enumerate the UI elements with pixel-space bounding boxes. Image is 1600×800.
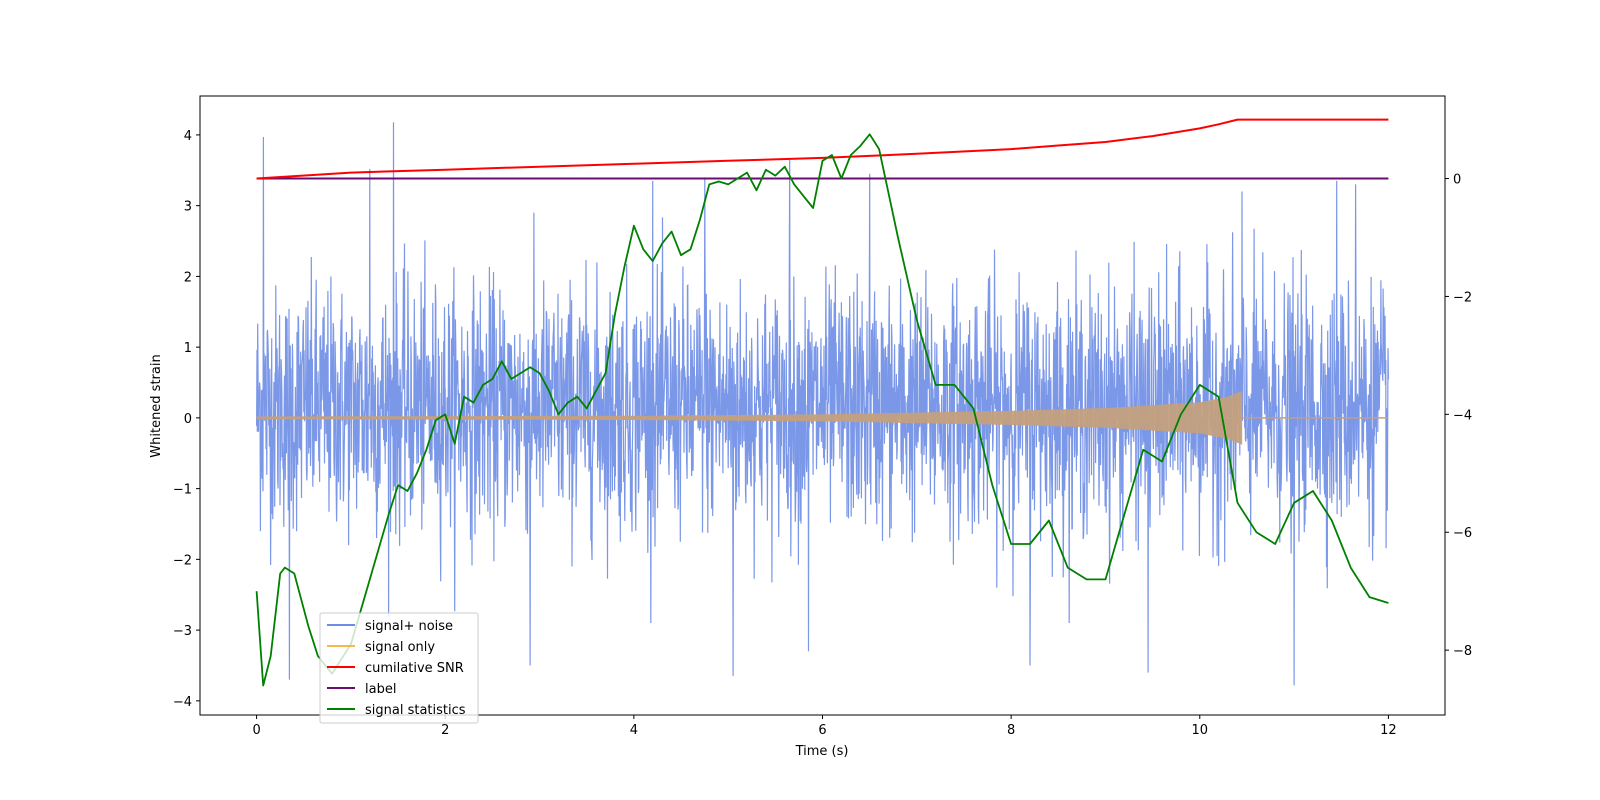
- y-tick-label: 2: [184, 270, 192, 285]
- x-tick-label: 2: [441, 723, 449, 738]
- x-axis-label: Time (s): [795, 744, 849, 759]
- y2-tick-label: −8: [1453, 644, 1472, 659]
- x-tick-label: 4: [630, 723, 638, 738]
- y-tick-label: 4: [184, 129, 192, 144]
- legend-label-label: label: [365, 682, 396, 697]
- y-tick-label: 1: [184, 341, 192, 356]
- series-signal-statistics: [255, 133, 1389, 687]
- x-tick-label: 0: [252, 723, 260, 738]
- y-tick-label: 0: [184, 412, 192, 427]
- legend: signal+ noise signal only cumilative SNR…: [319, 612, 479, 724]
- series-cumulative-snr: [256, 118, 1389, 180]
- y-tick-label: −4: [173, 695, 192, 710]
- x-tick-label: 10: [1191, 723, 1208, 738]
- y2-tick-label: 0: [1453, 173, 1461, 188]
- y2-tick-label: −2: [1453, 290, 1472, 305]
- legend-box: [319, 612, 479, 724]
- y-tick-label: −2: [173, 553, 192, 568]
- legend-label-signal-noise: signal+ noise: [365, 619, 453, 634]
- x-tick-label: 6: [818, 723, 826, 738]
- y-axis-label: Whitened strain: [149, 354, 164, 457]
- series-layer: [255, 118, 1389, 687]
- legend-label-cumulative-snr: cumilative SNR: [365, 661, 464, 676]
- x-tick-label: 8: [1007, 723, 1015, 738]
- legend-label-signal-statistics: signal statistics: [365, 703, 466, 718]
- y2-tick-label: −6: [1453, 526, 1472, 541]
- x-tick-label: 12: [1380, 723, 1397, 738]
- y-tick-label: 3: [184, 200, 192, 215]
- y-tick-label: −1: [173, 483, 192, 498]
- legend-label-signal-only: signal only: [365, 640, 435, 655]
- y-tick-label: −3: [173, 624, 192, 639]
- y2-tick-label: −4: [1453, 408, 1472, 423]
